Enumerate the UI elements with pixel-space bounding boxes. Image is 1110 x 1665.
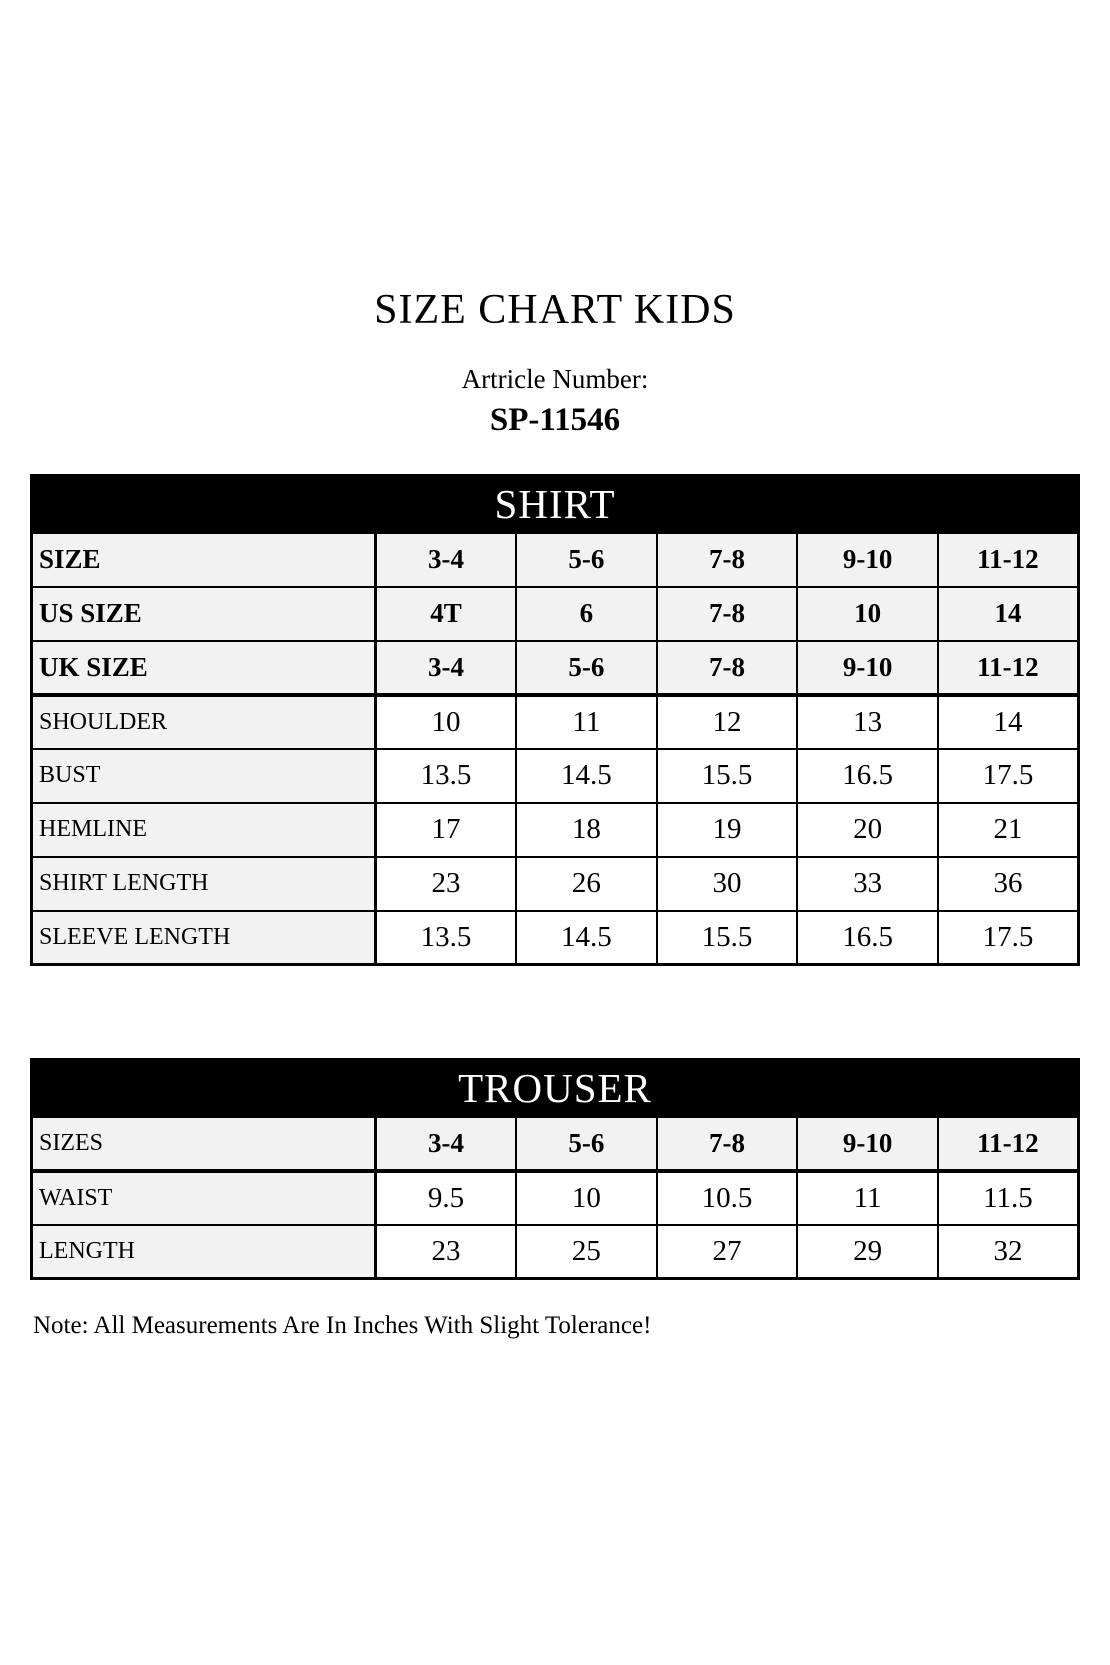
- cell-value: 7-8: [655, 1115, 799, 1173]
- cell-value: 25: [515, 1223, 658, 1280]
- table-row: SIZES 3-4 5-6 7-8 9-10 11-12: [30, 1115, 1080, 1173]
- row-label: SIZES: [30, 1115, 377, 1173]
- table-row: HEMLINE 17 18 19 20 21: [30, 801, 1080, 858]
- article-number-value: SP-11546: [489, 401, 621, 438]
- cell-value: 3-4: [374, 531, 518, 588]
- cell-value: 11-12: [936, 531, 1080, 588]
- row-label: UK SIZE: [30, 639, 377, 697]
- table-row: SIZE 3-4 5-6 7-8 9-10 11-12: [30, 531, 1080, 588]
- cell-value: 11-12: [936, 1115, 1080, 1173]
- cell-value: 19: [655, 801, 799, 858]
- cell-value: 5-6: [515, 1115, 658, 1173]
- row-label: HEMLINE: [30, 801, 377, 858]
- cell-value: 20: [796, 801, 939, 858]
- article-number-label: Artricle Number:: [461, 364, 649, 395]
- cell-value: 36: [936, 855, 1080, 912]
- cell-value: 14: [936, 585, 1080, 642]
- table-row: UK SIZE 3-4 5-6 7-8 9-10 11-12: [30, 639, 1080, 697]
- cell-value: 9.5: [374, 1169, 518, 1226]
- cell-value: 18: [515, 801, 658, 858]
- cell-value: 17.5: [936, 909, 1080, 966]
- cell-value: 6: [515, 585, 658, 642]
- row-label: SHIRT LENGTH: [30, 855, 377, 912]
- cell-value: 13.5: [374, 909, 518, 966]
- cell-value: 26: [515, 855, 658, 912]
- cell-value: 14.5: [515, 747, 658, 804]
- cell-value: 10: [515, 1169, 658, 1226]
- cell-value: 12: [655, 693, 799, 750]
- cell-value: 16.5: [796, 909, 939, 966]
- cell-value: 11-12: [936, 639, 1080, 697]
- cell-value: 17.5: [936, 747, 1080, 804]
- cell-value: 5-6: [515, 639, 658, 697]
- shirt-table-header-row: SHIRT: [30, 474, 1080, 535]
- cell-value: 29: [796, 1223, 939, 1280]
- shirt-table-title: SHIRT: [30, 474, 1080, 535]
- cell-value: 13: [796, 693, 939, 750]
- shirt-size-table: SHIRT SIZE 3-4 5-6 7-8 9-10 11-12 US SIZE 4T 6 7-…: [30, 474, 1080, 967]
- cell-value: 27: [655, 1223, 799, 1280]
- row-label: BUST: [30, 747, 377, 804]
- cell-value: 9-10: [796, 639, 939, 697]
- cell-value: 3-4: [374, 639, 518, 697]
- cell-value: 10: [374, 693, 518, 750]
- cell-value: 11: [515, 693, 658, 750]
- cell-value: 23: [374, 855, 518, 912]
- row-label: US SIZE: [30, 585, 377, 642]
- cell-value: 3-4: [374, 1115, 518, 1173]
- cell-value: 11.5: [936, 1169, 1080, 1226]
- cell-value: 7-8: [655, 639, 799, 697]
- cell-value: 13.5: [374, 747, 518, 804]
- cell-value: 7-8: [655, 585, 799, 642]
- table-row: WAIST 9.5 10 10.5 11 11.5: [30, 1169, 1080, 1226]
- table-row: BUST 13.5 14.5 15.5 16.5 17.5: [30, 747, 1080, 804]
- row-label: SHOULDER: [30, 693, 377, 750]
- cell-value: 14: [936, 693, 1080, 750]
- row-label: LENGTH: [30, 1223, 377, 1280]
- table-row: SLEEVE LENGTH 13.5 14.5 15.5 16.5 17.5: [30, 909, 1080, 966]
- cell-value: 11: [796, 1169, 939, 1226]
- row-label: WAIST: [30, 1169, 377, 1226]
- table-row: US SIZE 4T 6 7-8 10 14: [30, 585, 1080, 642]
- cell-value: 23: [374, 1223, 518, 1280]
- row-label: SIZE: [30, 531, 377, 588]
- cell-value: 5-6: [515, 531, 658, 588]
- table-row: LENGTH 23 25 27 29 32: [30, 1223, 1080, 1280]
- trouser-table-title: TROUSER: [30, 1058, 1080, 1119]
- trouser-table-header-row: TROUSER: [30, 1058, 1080, 1119]
- cell-value: 30: [655, 855, 799, 912]
- cell-value: 4T: [374, 585, 518, 642]
- table-row: SHOULDER 10 11 12 13 14: [30, 693, 1080, 750]
- measurement-note: Note: All Measurements Are In Inches Wit…: [33, 1312, 652, 1340]
- row-label: SLEEVE LENGTH: [30, 909, 377, 966]
- cell-value: 15.5: [655, 909, 799, 966]
- cell-value: 10.5: [655, 1169, 799, 1226]
- cell-value: 33: [796, 855, 939, 912]
- trouser-size-table: TROUSER SIZES 3-4 5-6 7-8 9-10 11-12 WAIST 9.5 1…: [30, 1058, 1080, 1281]
- cell-value: 15.5: [655, 747, 799, 804]
- cell-value: 14.5: [515, 909, 658, 966]
- cell-value: 9-10: [796, 1115, 939, 1173]
- page-title: SIZE CHART KIDS: [374, 287, 736, 333]
- table-row: SHIRT LENGTH 23 26 30 33 36: [30, 855, 1080, 912]
- cell-value: 21: [936, 801, 1080, 858]
- cell-value: 17: [374, 801, 518, 858]
- cell-value: 10: [796, 585, 939, 642]
- cell-value: 16.5: [796, 747, 939, 804]
- cell-value: 9-10: [796, 531, 939, 588]
- cell-value: 7-8: [655, 531, 799, 588]
- cell-value: 32: [936, 1223, 1080, 1280]
